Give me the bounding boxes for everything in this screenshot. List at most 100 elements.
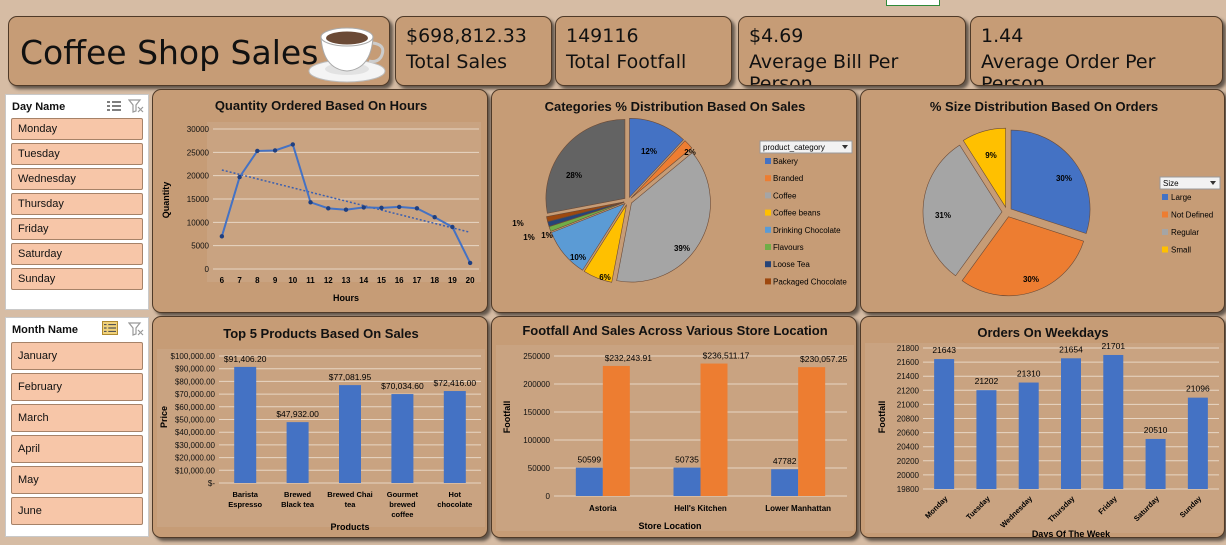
y-tick-label: $80,000.00 [175,377,216,386]
x-tick-label: Barista [232,490,258,499]
legend-filter-box [759,140,853,154]
pie-data-label: 6% [599,273,611,282]
data-point [326,206,331,211]
day-item[interactable]: Tuesday [11,143,143,165]
month-name-slicer: Month Name January February March April … [5,317,149,537]
x-tick-label: 14 [359,276,368,285]
x-tick-label: 19 [448,276,457,285]
pie-data-label: 12% [641,147,657,156]
day-item[interactable]: Monday [11,118,143,140]
x-tick-label: Brewed [284,490,312,499]
pie-data-label: 9% [985,151,997,160]
x-tick-label: Black tea [281,500,315,509]
y-tick-label: $70,000.00 [175,390,216,399]
x-tick-label: 16 [395,276,404,285]
weekdays-bar-chart: Orders On Weekdays 19800 20000 20200 20400 20… [865,325,1223,538]
pie-slice [629,117,684,199]
legend-swatch [1162,246,1168,253]
data-point [397,204,402,210]
y-tick-label: 30000 [187,125,210,134]
stores-bar-chart-card: Footfall And Sales Across Various Store … [491,316,857,538]
bar-data-label: 21310 [1017,369,1041,379]
month-item[interactable]: February [11,373,143,401]
y-tick-label: 19800 [897,485,920,494]
kpi-value: 1.44 [981,25,1024,47]
bar [1061,358,1081,489]
pie-data-label: 1% [512,219,524,228]
data-point [290,142,295,147]
kpi-value: $698,812.33 [406,25,527,47]
sizes-pie-chart: % Size Distribution Based On Orders 30% 30… [922,99,1221,297]
data-point [361,205,366,210]
products-bar-chart: Top 5 Products Based On Sales $- $10,000.0… [157,326,485,532]
plot-area [496,345,854,531]
legend-label: Branded [773,174,803,183]
day-name-slicer: Day Name Monday Tuesday Wednesday Thursd… [5,94,149,310]
y-tick-label: 21600 [897,358,920,367]
pie-slice [583,204,627,283]
data-point [432,215,437,220]
month-item[interactable]: March [11,404,143,432]
legend-label: Coffee beans [773,209,820,218]
y-tick-label: 100000 [523,436,550,445]
y-tick-label: $60,000.00 [175,403,216,412]
legend-swatch [765,209,771,216]
bar [339,385,361,483]
multi-select-icon[interactable] [106,99,122,113]
kpi-total-sales: $698,812.33 Total Sales [395,16,552,86]
bar-data-label: $236,511.17 [703,351,750,361]
y-axis-title: Footfall [502,401,512,434]
x-tick-label: 8 [255,276,260,285]
x-tick-label: coffee [391,510,413,519]
y-tick-label: 5000 [191,242,209,251]
month-item[interactable]: January [11,342,143,370]
clear-filter-icon[interactable] [128,99,144,113]
pie-slice [630,140,693,199]
x-tick-label: 18 [430,276,439,285]
day-item[interactable]: Saturday [11,243,143,265]
dashboard-title-card: Coffee Shop Sales [8,16,390,86]
y-tick-label: 150000 [523,408,550,417]
bar [673,467,701,496]
month-item[interactable]: April [11,435,143,463]
x-axis-title: Hours [333,293,359,303]
pie-slice [616,152,711,283]
legend-swatch [765,192,771,199]
y-tick-label: 20200 [897,457,920,466]
hours-line-chart: Quantity Ordered Based On Hours 0 5000 1000… [161,98,481,303]
chart-title: Top 5 Products Based On Sales [223,326,419,341]
month-item[interactable]: June [11,497,143,525]
kpi-label: Total Sales [406,51,507,73]
y-tick-label: 15000 [187,195,210,204]
y-tick-label: 20000 [187,172,210,181]
legend-label: Drinking Chocolate [773,226,841,235]
legend-swatch [1162,211,1168,218]
y-tick-label: $30,000.00 [175,441,216,450]
day-item[interactable]: Friday [11,218,143,240]
day-item[interactable]: Sunday [11,268,143,290]
bar [1018,382,1039,489]
x-axis-title: Days Of The Week [1032,529,1111,538]
kpi-total-footfall: 149116 Total Footfall [555,16,732,86]
coffee-cup-icon [308,27,386,83]
pie-data-label: 1% [523,233,535,242]
pie-data-label: 30% [1023,275,1039,284]
sizes-pie-chart-card: % Size Distribution Based On Orders 30% 30… [860,89,1225,313]
bar [1103,354,1124,489]
month-item[interactable]: May [11,466,143,494]
clear-filter-icon[interactable] [128,322,144,336]
bar [798,367,826,496]
bar-data-label: $47,932.00 [276,409,319,419]
multi-select-icon[interactable] [102,321,118,335]
kpi-value: 149116 [566,25,639,47]
pie-slice [1010,129,1091,234]
legend-filter-title: Size [1163,179,1179,188]
y-tick-label: $50,000.00 [175,416,216,425]
day-item[interactable]: Wednesday [11,168,143,190]
pie-data-label: 31% [935,211,951,220]
y-tick-label: 20000 [897,471,920,480]
legend-swatch [765,226,771,233]
day-item[interactable]: Thursday [11,193,143,215]
bar [700,363,728,496]
x-tick-label: Espresso [228,500,262,509]
